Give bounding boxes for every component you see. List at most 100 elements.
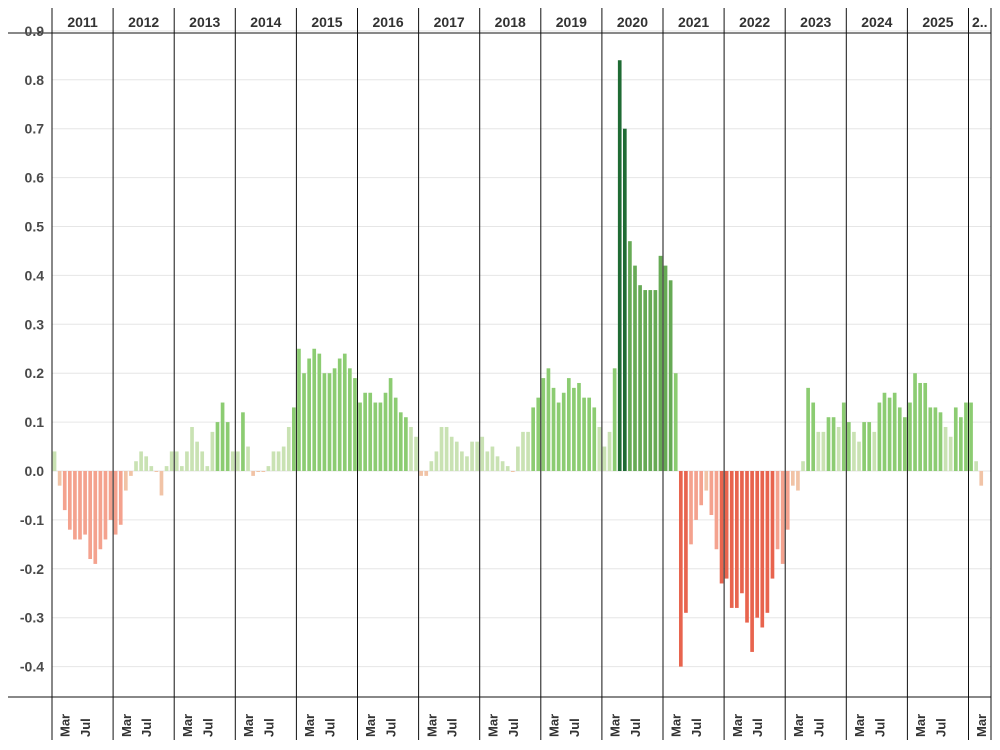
bar xyxy=(134,461,138,471)
bar xyxy=(195,441,199,471)
year-label: 2016 xyxy=(372,14,403,30)
bar xyxy=(597,426,602,471)
bar xyxy=(536,397,541,471)
bar xyxy=(648,290,653,471)
bar xyxy=(556,402,561,471)
year-label: 2.. xyxy=(972,14,988,30)
bar xyxy=(577,382,581,471)
month-label: Jul xyxy=(811,718,826,737)
bar xyxy=(714,471,719,550)
bar xyxy=(327,373,332,471)
bar xyxy=(979,471,984,486)
bar xyxy=(791,471,795,486)
bar xyxy=(694,471,698,520)
bar xyxy=(353,378,357,471)
bar xyxy=(241,412,245,471)
month-label: Jul xyxy=(445,718,460,737)
month-label: Mar xyxy=(485,714,500,737)
bar xyxy=(124,471,128,491)
bar xyxy=(439,426,444,471)
bar xyxy=(236,451,240,471)
bar xyxy=(103,471,108,540)
bar xyxy=(510,471,515,472)
bar xyxy=(903,417,907,471)
month-label: Jul xyxy=(139,718,154,737)
bar-series xyxy=(52,60,984,667)
bar xyxy=(118,471,123,525)
bar xyxy=(292,407,296,471)
bar xyxy=(775,471,780,550)
bar xyxy=(495,456,500,471)
bar xyxy=(363,392,367,471)
bar xyxy=(429,461,434,471)
bar xyxy=(246,446,250,471)
bar xyxy=(368,392,373,471)
y-tick-label: 0.5 xyxy=(25,219,45,235)
bar xyxy=(220,402,225,471)
bar xyxy=(73,471,77,540)
bar xyxy=(276,451,281,471)
bar xyxy=(67,471,72,530)
y-tick-label: 0.9 xyxy=(25,23,45,39)
bar xyxy=(52,451,57,471)
bar xyxy=(969,402,973,471)
bar xyxy=(918,382,922,471)
bar xyxy=(144,456,149,471)
bar xyxy=(546,368,551,471)
bar xyxy=(933,407,938,471)
month-label: Jul xyxy=(261,718,276,737)
bar xyxy=(628,241,632,471)
bar xyxy=(348,368,352,471)
bar xyxy=(480,436,485,471)
bar xyxy=(831,417,836,471)
bar xyxy=(378,402,383,471)
y-tick-label: -0.4 xyxy=(20,659,44,675)
bar xyxy=(388,378,393,471)
bar xyxy=(892,392,897,471)
bar xyxy=(857,441,861,471)
bar xyxy=(190,426,194,471)
y-tick-label: 0.8 xyxy=(25,72,45,88)
bar xyxy=(826,417,831,471)
bar xyxy=(796,471,800,491)
bar xyxy=(602,446,607,471)
bar xyxy=(699,471,704,506)
year-header-labels: 2011 2012 2013 2014 2015 2016 2017 2018 2019 2020… xyxy=(67,14,987,30)
year-label: 2022 xyxy=(739,14,770,30)
bar xyxy=(159,471,164,496)
bar xyxy=(62,471,67,511)
bar xyxy=(877,402,882,471)
month-label: Mar xyxy=(974,714,989,737)
bar xyxy=(516,446,520,471)
bar xyxy=(948,436,953,471)
y-tick-label: 0.1 xyxy=(25,414,45,430)
bar xyxy=(801,461,805,471)
bar xyxy=(887,397,892,471)
bar xyxy=(953,407,958,471)
bar xyxy=(836,426,841,471)
month-label: Mar xyxy=(363,714,378,737)
year-label: 2021 xyxy=(678,14,709,30)
bar xyxy=(709,471,714,516)
y-tick-label: 0.3 xyxy=(25,316,45,332)
bar xyxy=(765,471,770,613)
bar xyxy=(297,348,301,471)
bar xyxy=(882,392,887,471)
month-label: Mar xyxy=(424,714,439,737)
bar xyxy=(271,451,276,471)
year-label: 2025 xyxy=(922,14,953,30)
bar xyxy=(434,451,439,471)
year-label: 2019 xyxy=(556,14,587,30)
bar xyxy=(852,431,856,471)
month-label: Mar xyxy=(547,714,562,737)
bar xyxy=(57,471,62,486)
month-label: Jul xyxy=(322,718,337,737)
bar xyxy=(337,358,342,471)
bar xyxy=(312,348,317,471)
year-label: 2015 xyxy=(311,14,342,30)
month-label: Mar xyxy=(608,714,623,737)
month-label: Mar xyxy=(119,714,134,737)
bar xyxy=(180,466,184,471)
y-tick-label: 0.2 xyxy=(25,365,45,381)
